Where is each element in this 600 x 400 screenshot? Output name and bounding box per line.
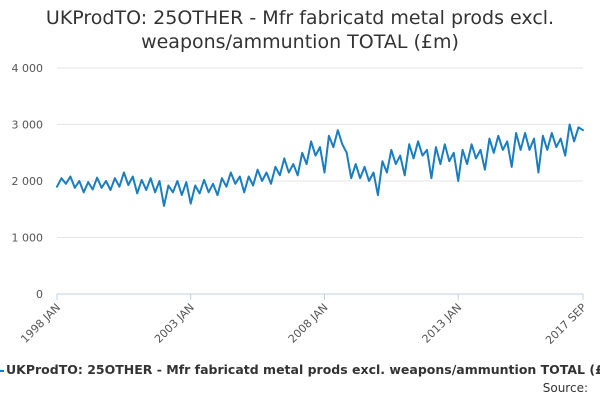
legend-swatch bbox=[0, 370, 4, 372]
y-tick-label: 3 000 bbox=[12, 119, 44, 132]
y-tick-label: 1 000 bbox=[12, 232, 44, 245]
axes bbox=[56, 293, 584, 300]
source-label: Source: bbox=[542, 381, 588, 395]
x-tick-label: 2017 SEP bbox=[543, 301, 589, 347]
y-tick-labels: 0 1 000 2 000 3 000 4 000 bbox=[12, 62, 44, 301]
y-tick-label: 2 000 bbox=[12, 175, 44, 188]
gridlines bbox=[57, 67, 583, 238]
legend[interactable]: UKProdTO: 25OTHER - Mfr fabricatd metal … bbox=[0, 362, 600, 380]
x-tick-label: 1998 JAN bbox=[18, 301, 63, 346]
legend-label: UKProdTO: 25OTHER - Mfr fabricatd metal … bbox=[6, 362, 600, 377]
chart-title-line-2: weapons/ammuntion TOTAL (£m) bbox=[141, 31, 459, 53]
series-line[interactable] bbox=[56, 123, 584, 207]
x-tick-label: 2003 JAN bbox=[152, 301, 197, 346]
y-tick-label: 4 000 bbox=[12, 62, 44, 75]
x-tick-labels: 1998 JAN 2003 JAN 2008 JAN 2013 JAN 2017 SEP bbox=[18, 301, 589, 347]
y-tick-label: 0 bbox=[36, 288, 43, 301]
x-tick-label: 2013 JAN bbox=[420, 301, 465, 346]
chart-title: UKProdTO: 25OTHER - Mfr fabricatd metal … bbox=[0, 6, 600, 54]
series-layer bbox=[56, 123, 584, 207]
chart-title-line-1: UKProdTO: 25OTHER - Mfr fabricatd metal … bbox=[45, 7, 555, 29]
x-tick-label: 2008 JAN bbox=[286, 301, 331, 346]
